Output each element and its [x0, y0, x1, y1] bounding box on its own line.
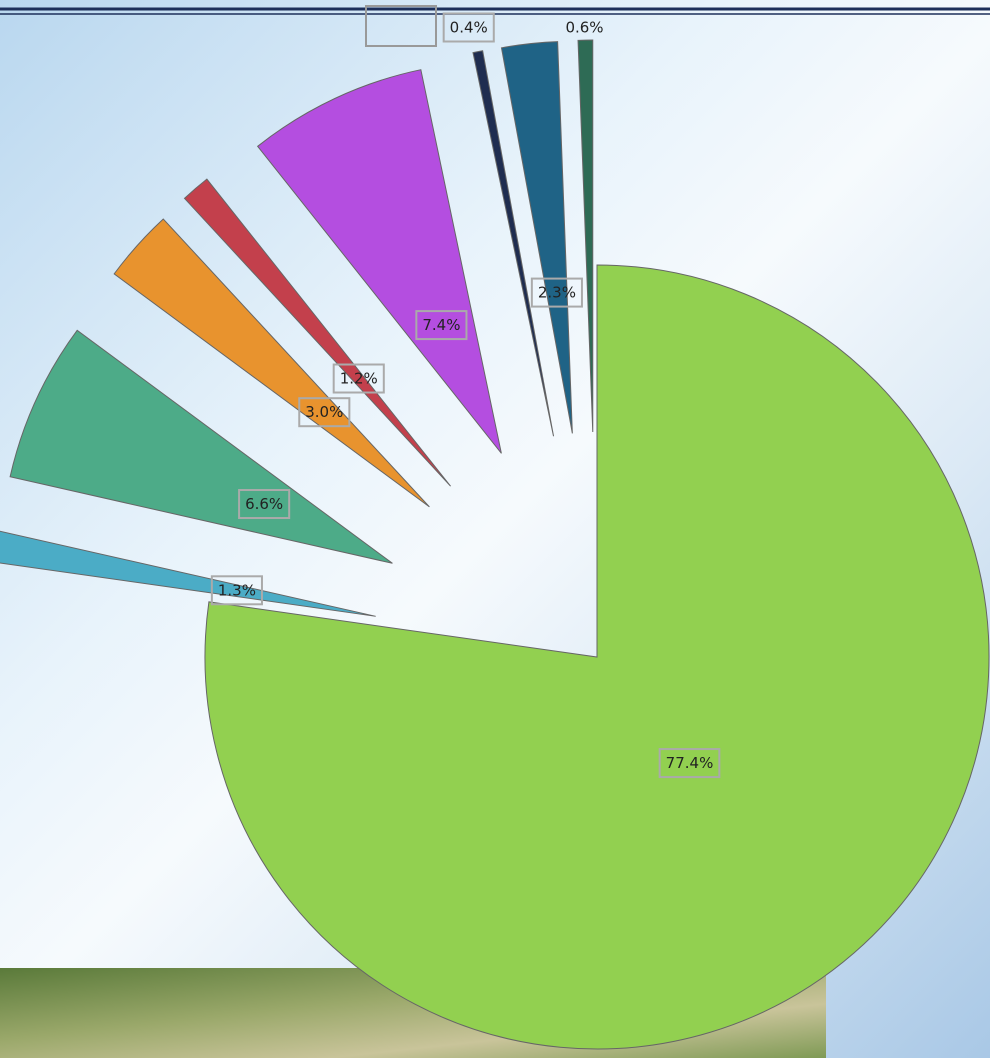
pie-slice	[578, 40, 593, 432]
data-label: 7.4%	[422, 316, 460, 334]
data-label: 1.2%	[340, 370, 378, 388]
pie-slice	[205, 265, 989, 1049]
data-label: 0.6%	[565, 19, 603, 37]
slide: 77.4% 1.3% 6.6% 3.0% 1.2% 7.4% 0.4% 2.3% 0.6%	[0, 0, 990, 1058]
data-label: 2.3%	[538, 284, 576, 302]
data-label: 77.4%	[666, 754, 714, 772]
data-label: 6.6%	[245, 495, 283, 513]
empty-label-box	[366, 6, 436, 46]
data-label: 3.0%	[305, 403, 343, 421]
data-label: 1.3%	[218, 581, 256, 599]
data-label: 0.4%	[450, 19, 488, 37]
chart: 77.4% 1.3% 6.6% 3.0% 1.2% 7.4% 0.4% 2.3% 0.6%	[0, 0, 990, 1058]
